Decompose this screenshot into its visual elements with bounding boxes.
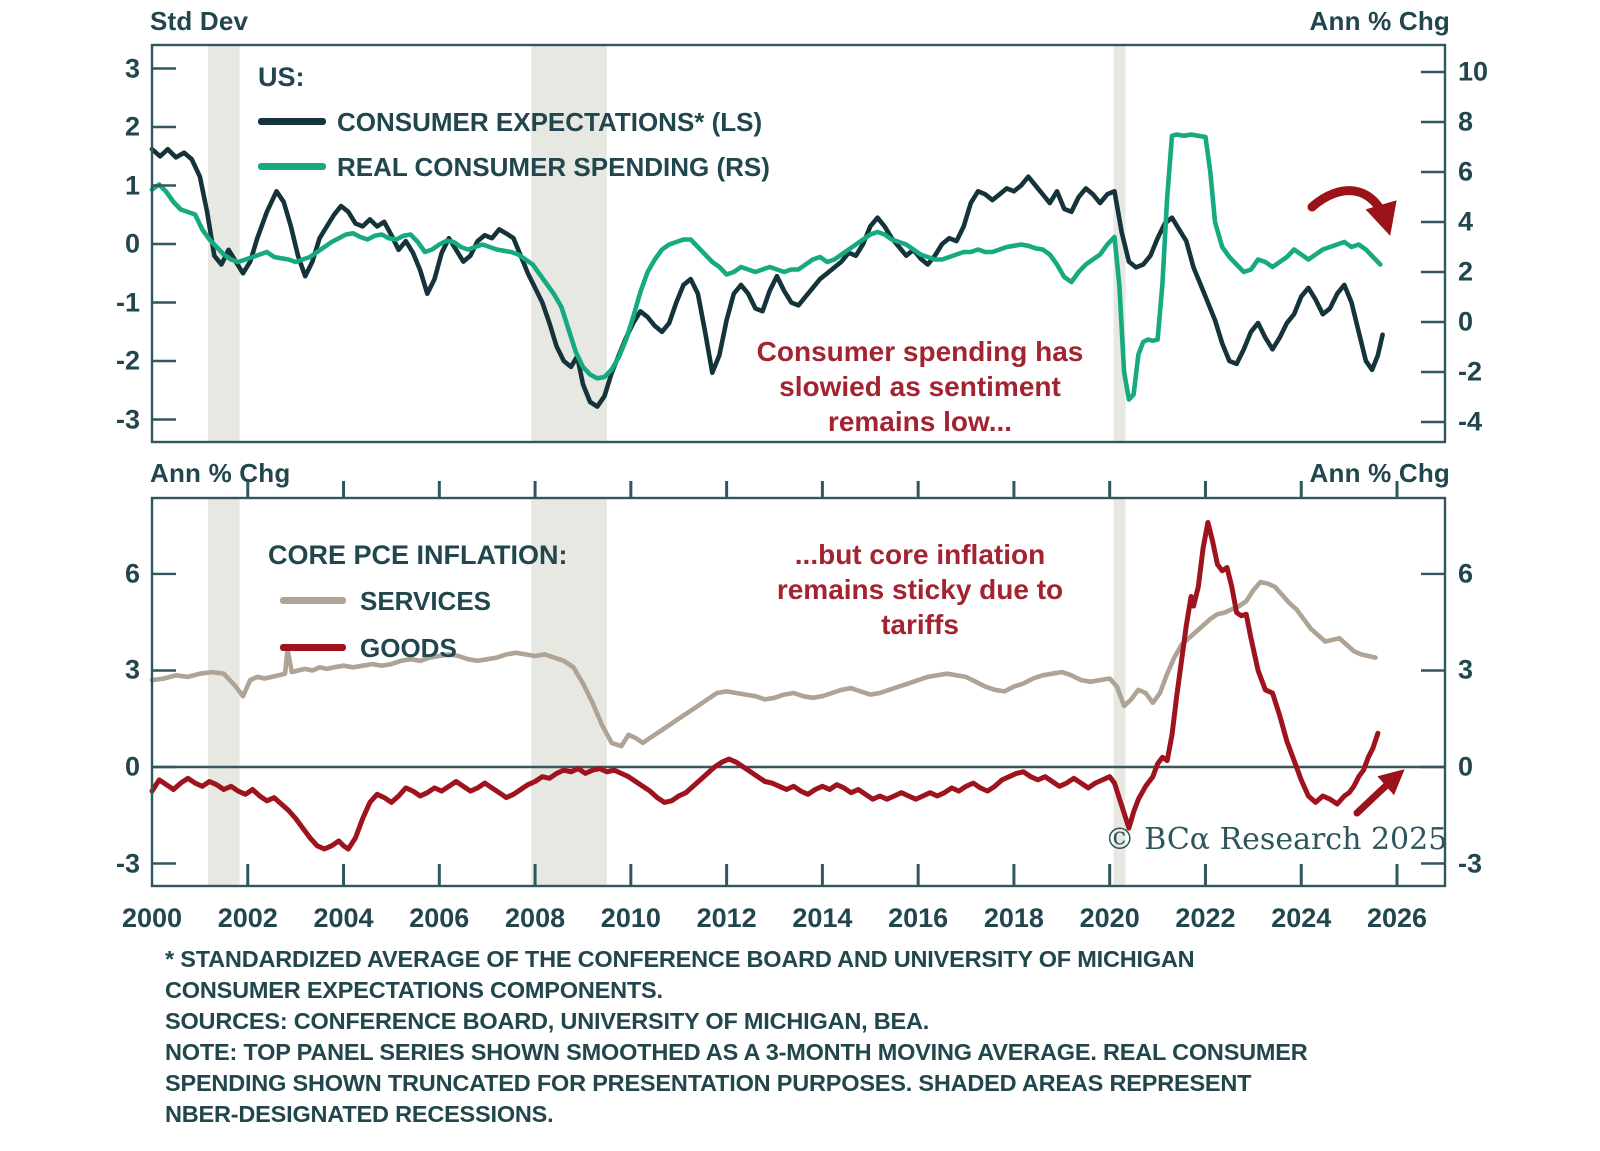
footnote-line: NOTE: TOP PANEL SERIES SHOWN SMOOTHED AS… — [165, 1039, 1308, 1065]
year-label: 2012 — [696, 903, 757, 933]
recession-band — [1113, 45, 1126, 442]
year-label: 2006 — [409, 903, 470, 933]
year-label: 2022 — [1175, 903, 1236, 933]
consumer-expectations-label: CONSUMER EXPECTATIONS* (LS) — [337, 107, 763, 137]
bottom-right-tick-label: 3 — [1458, 654, 1474, 685]
services-line — [149, 579, 1378, 749]
spending-annotation-line2: slowied as sentiment — [779, 371, 1061, 402]
year-label: 2010 — [600, 903, 661, 933]
services-swatch — [280, 597, 346, 604]
services-label: SERVICES — [360, 586, 492, 616]
year-label: 2016 — [888, 903, 949, 933]
year-label: 2000 — [121, 903, 183, 933]
inflation-annotation-line2: remains sticky due to — [776, 574, 1064, 605]
top-right-tick-label: -4 — [1458, 406, 1483, 437]
spending-annotation: Consumer spending has slowied as sentime… — [690, 334, 1150, 439]
footnote-line: SPENDING SHOWN TRUNCATED FOR PRESENTATIO… — [165, 1070, 1252, 1096]
spending-annotation-line3: remains low... — [827, 406, 1013, 437]
year-label: 2002 — [217, 903, 278, 933]
top-legend-title: US: — [258, 62, 305, 92]
spending-slowdown-arrow — [1307, 186, 1397, 236]
footnote-line: CONSUMER EXPECTATIONS COMPONENTS. — [165, 977, 663, 1003]
top-right-tick-label: 8 — [1458, 106, 1474, 137]
top-right-axis-title: Ann % Chg — [1309, 6, 1450, 36]
real-consumer-spending-label: REAL CONSUMER SPENDING (RS) — [337, 152, 770, 182]
year-label: 2020 — [1079, 903, 1140, 933]
bottom-left-axis-title: Ann % Chg — [150, 458, 291, 488]
bottom-left-tick-label: 6 — [124, 558, 140, 589]
year-label: 2026 — [1366, 903, 1428, 933]
bottom-left-tick-label: 3 — [124, 654, 140, 685]
axis-ticks — [152, 67, 1445, 886]
top-left-tick-label: -2 — [115, 345, 140, 376]
bottom-right-tick-label: 0 — [1458, 751, 1474, 782]
recession-band — [531, 45, 607, 442]
copyright-watermark: © BCα Research 2025 — [1104, 822, 1448, 857]
bottom-left-tick-label: -3 — [115, 848, 140, 878]
top-right-tick-label: 0 — [1458, 306, 1474, 337]
top-right-tick-label: 10 — [1458, 56, 1489, 87]
footnote-line: NBER-DESIGNATED RECESSIONS. — [165, 1101, 554, 1127]
top-left-tick-label: -3 — [115, 404, 140, 434]
bottom-right-axis-title: Ann % Chg — [1309, 458, 1450, 488]
real-consumer-spending-rs-line — [149, 132, 1383, 402]
bottom-right-tick-label: -3 — [1458, 848, 1483, 878]
top-left-tick-label: 1 — [124, 170, 140, 200]
footnotes: * STANDARDIZED AVERAGE OF THE CONFERENCE… — [165, 944, 1308, 1130]
consumer-expectations-ls-line — [149, 146, 1385, 409]
footnote-line: SOURCES: CONFERENCE BOARD, UNIVERSITY OF… — [165, 1008, 930, 1034]
inflation-annotation-line1: ...but core inflation — [794, 539, 1046, 570]
goods-line — [149, 520, 1381, 852]
goods-label: GOODS — [360, 633, 457, 663]
top-right-tick-label: -2 — [1458, 356, 1483, 387]
top-left-tick-label: 0 — [124, 228, 140, 259]
real-consumer-spending-swatch — [258, 163, 326, 170]
inflation-annotation-line3: tariffs — [881, 609, 959, 640]
year-label: 2008 — [505, 903, 566, 933]
spending-annotation-line1: Consumer spending has — [756, 336, 1084, 367]
bottom-legend-title: CORE PCE INFLATION: — [268, 540, 568, 570]
year-label: 2024 — [1271, 903, 1332, 933]
top-left-axis-title: Std Dev — [150, 6, 249, 36]
recession-band — [531, 498, 607, 886]
consumer-expectations-swatch — [258, 118, 326, 125]
goods-inflation-arrow — [1353, 769, 1405, 817]
year-label: 2004 — [313, 903, 374, 933]
data-series — [149, 132, 1445, 852]
bottom-panel-border — [150, 496, 1447, 888]
top-left-tick-label: -1 — [115, 287, 140, 317]
bottom-right-tick-label: 6 — [1458, 558, 1474, 589]
footnote-line: * STANDARDIZED AVERAGE OF THE CONFERENCE… — [165, 946, 1195, 972]
goods-swatch — [280, 644, 346, 651]
recession-band — [208, 498, 240, 886]
year-label: 2018 — [983, 903, 1044, 933]
top-left-tick-label: 3 — [124, 53, 140, 83]
top-right-tick-label: 6 — [1458, 156, 1474, 187]
inflation-annotation: ...but core inflation remains sticky due… — [690, 537, 1150, 642]
top-left-tick-label: 2 — [124, 111, 140, 142]
top-right-tick-label: 2 — [1458, 256, 1474, 287]
year-label: 2014 — [792, 903, 853, 933]
bottom-left-tick-label: 0 — [124, 751, 140, 782]
top-right-tick-label: 4 — [1458, 206, 1474, 237]
